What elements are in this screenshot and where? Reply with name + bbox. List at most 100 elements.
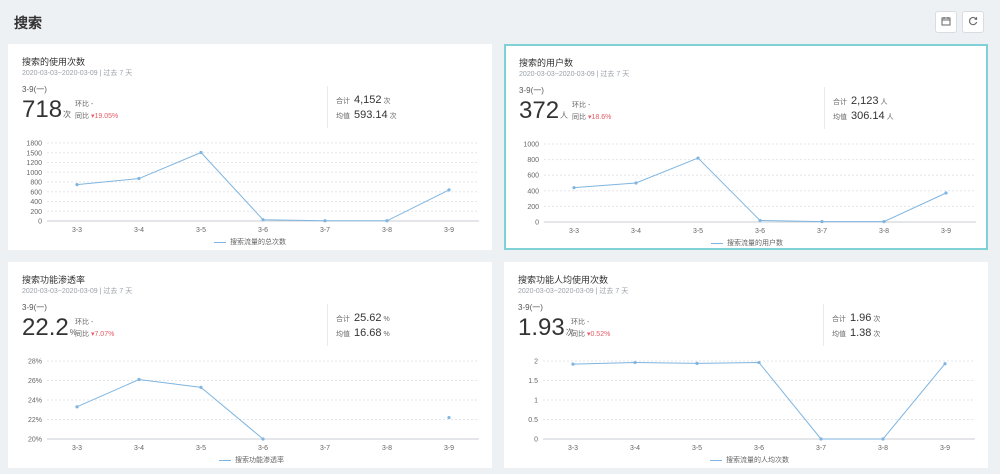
yoy-value: ▾7.07% [90,331,115,338]
data-point[interactable] [199,150,203,155]
y-tick-label: 200 [527,204,539,211]
yoy-value: ▾18.6% [587,114,612,121]
avg-label: 均值 [833,114,847,121]
x-tick-label: 3-7 [320,445,330,452]
mom-compare: 环比 - [75,99,93,109]
refresh-icon [968,13,978,31]
mom-label: 环比 - [572,102,591,109]
legend-line-icon [710,459,722,461]
total-unit: % [383,316,390,323]
metric-number: 718 [22,96,63,123]
x-tick-label: 3-8 [878,445,888,452]
yoy-label: 同比 [75,331,89,338]
data-point[interactable] [75,405,79,409]
data-point[interactable] [944,191,948,195]
data-point[interactable] [634,181,638,185]
x-tick-label: 3-7 [817,228,827,235]
chart-legend[interactable]: 搜索功能渗透率 [219,455,284,465]
avg-line: 均值 1.38 次 [832,327,880,339]
total-label: 合计 [336,316,350,323]
metric-number: 1.93 [518,314,565,341]
mom-label: 环比 - [571,319,590,326]
data-point[interactable] [820,220,824,224]
chart-legend[interactable]: 搜索流量的用户数 [711,238,783,248]
total-unit: 次 [873,316,881,323]
y-tick-label: 800 [30,180,42,187]
mom-compare: 环比 - [75,317,93,327]
data-point[interactable] [137,377,141,382]
card-title: 搜索功能人均使用次数 [518,275,609,285]
refresh-button[interactable] [962,11,984,33]
avg-label: 均值 [336,331,350,338]
data-point[interactable] [385,219,389,223]
penetration-rate-card[interactable]: 搜索功能渗透率 2020-03-03~2020-03-09 | 过去 7 天 3… [8,262,492,468]
avg-value: 1.38 [849,327,872,339]
usage-count-card[interactable]: 搜索的使用次数 2020-03-03~2020-03-09 | 过去 7 天 3… [8,44,492,250]
x-tick-label: 3-9 [941,228,951,235]
data-point[interactable] [882,220,886,224]
data-point[interactable] [696,156,700,160]
x-tick-label: 3-6 [258,227,268,234]
line-chart: 20% 22% 24% 26% 28% 3-3 3-4 3-5 3-6 3-7 3-8 3-9 [28,359,479,452]
x-tick-label: 3-8 [879,228,889,235]
x-tick-label: 3-3 [569,228,579,235]
y-tick-label: 400 [30,199,42,206]
legend-label: 搜索流量的用户数 [727,240,783,247]
data-point[interactable] [323,219,327,223]
x-tick-label: 3-9 [940,445,950,452]
user-count-card[interactable]: 搜索的用户数 2020-03-03~2020-03-09 | 过去 7 天 3-… [504,44,988,250]
card-title: 搜索功能渗透率 [22,275,86,285]
avg-label: 均值 [336,113,350,120]
y-tick-label: 400 [527,188,539,195]
x-tick-label: 3-4 [134,227,144,234]
data-point[interactable] [695,361,699,365]
y-tick-label: 800 [527,157,539,164]
yoy-value: ▾0.52% [586,331,611,338]
data-point[interactable] [819,437,823,441]
metric-value: 22.2% [22,314,77,342]
per-capita-usage-card[interactable]: 搜索功能人均使用次数 2020-03-03~2020-03-09 | 过去 7 … [504,262,988,468]
avg-value: 16.68 [353,327,382,339]
data-point[interactable] [447,188,451,192]
total-value: 25.62 [353,312,382,324]
card-title: 搜索的使用次数 [22,57,86,67]
x-tick-label: 3-5 [693,228,703,235]
metric-unit: 人 [560,111,569,120]
data-point[interactable] [881,437,885,441]
data-point[interactable] [75,183,79,187]
data-point[interactable] [943,362,947,366]
data-point[interactable] [199,385,203,389]
card-date-range: 2020-03-03~2020-03-09 | 过去 7 天 [22,288,133,295]
divider [824,87,825,129]
data-point[interactable] [261,218,265,222]
calendar-icon [941,13,951,31]
x-tick-label: 3-8 [382,445,392,452]
divider [823,304,824,346]
yoy-compare: 同比 ▾19.05% [75,111,118,121]
y-tick-label: 600 [527,173,539,180]
x-tick-label: 3-4 [134,445,144,452]
date-picker-button[interactable] [935,11,957,33]
y-tick-label: 1000 [26,170,42,177]
total-value: 1.96 [849,312,872,324]
y-tick-label: 1.5 [528,378,538,385]
data-point[interactable] [447,415,451,420]
card-title: 搜索的用户数 [519,58,574,68]
y-tick-label: 1200 [26,160,42,167]
data-point[interactable] [137,176,141,181]
metric-number: 372 [519,97,560,124]
data-point[interactable] [633,360,637,365]
x-tick-label: 3-3 [72,445,82,452]
data-point[interactable] [757,360,761,365]
avg-value: 306.14 [850,110,885,122]
chart-legend[interactable]: 搜索流量的人均次数 [710,455,789,465]
divider [327,86,328,128]
data-point[interactable] [572,186,576,190]
mom-label: 环比 - [75,101,94,108]
data-point[interactable] [571,362,575,366]
y-tick-label: 1 [534,398,538,405]
data-point[interactable] [261,437,265,441]
data-point[interactable] [758,218,762,223]
chart-legend[interactable]: 搜索流量的总次数 [214,237,286,247]
x-tick-label: 3-5 [196,227,206,234]
